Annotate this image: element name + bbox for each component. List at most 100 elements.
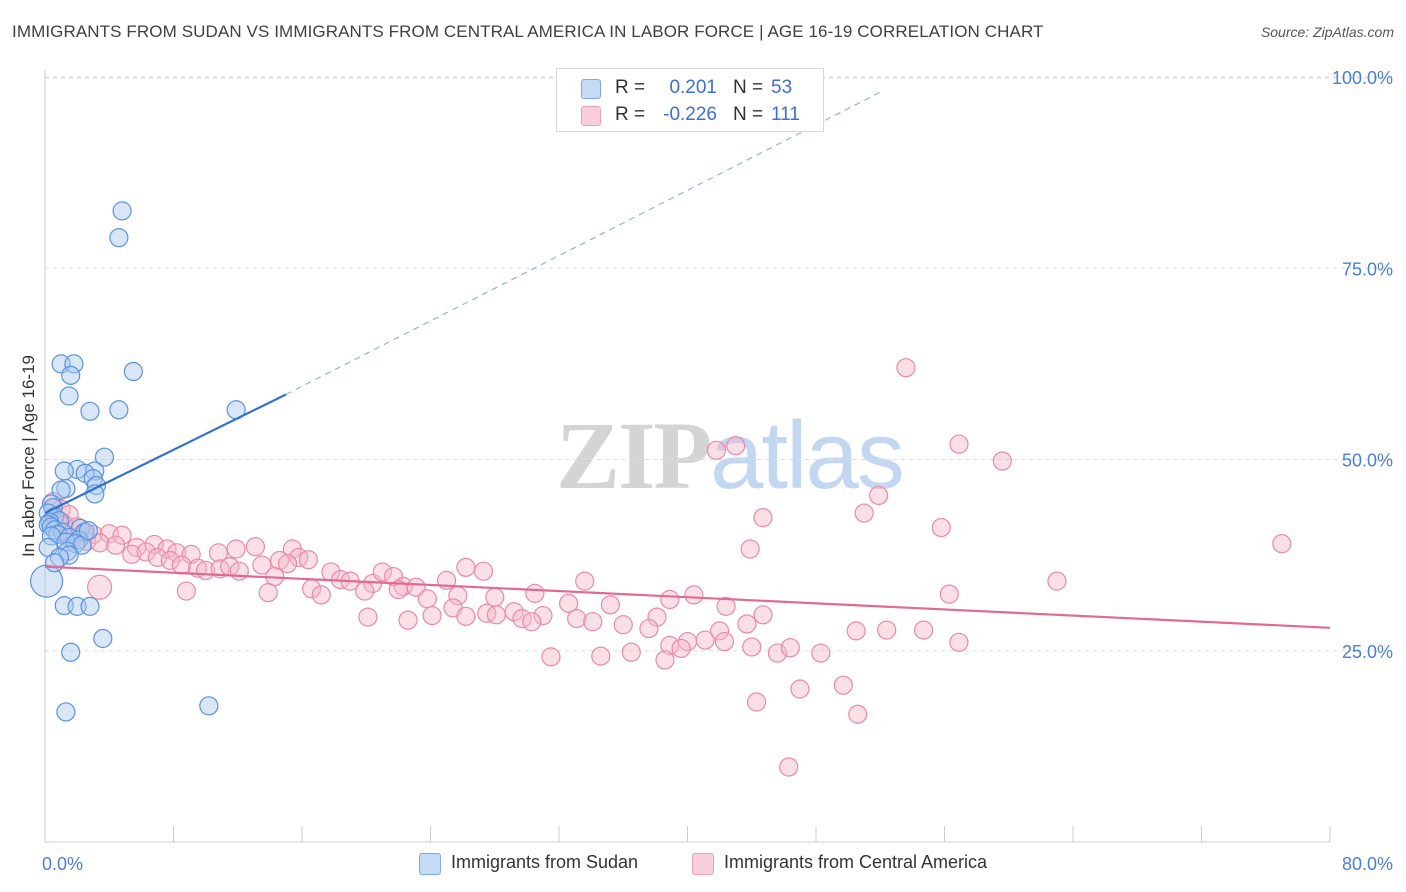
point-central-america	[600, 595, 621, 615]
point-central-america	[575, 571, 595, 591]
stats-r-value: 0.201	[669, 77, 717, 98]
stats-n-value: 53	[771, 77, 793, 98]
point-sudan	[30, 564, 64, 598]
point-central-america	[780, 638, 800, 658]
x-ticks	[44, 826, 1331, 842]
point-central-america	[398, 610, 418, 630]
point-central-america	[485, 587, 505, 607]
point-sudan	[123, 361, 143, 382]
point-central-america	[767, 643, 788, 663]
point-central-america	[706, 440, 727, 460]
point-central-america	[298, 550, 319, 570]
point-central-america	[877, 620, 897, 640]
point-central-america	[621, 642, 641, 662]
point-central-america	[473, 561, 494, 581]
point-central-america	[746, 692, 767, 712]
point-central-america	[671, 638, 691, 659]
point-central-america	[456, 557, 476, 577]
point-central-america	[779, 757, 799, 777]
x-tick-label-min: 0.0%	[42, 854, 83, 874]
point-central-america	[655, 650, 675, 670]
point-central-america	[541, 647, 561, 667]
point-sudan	[109, 228, 129, 248]
point-sudan	[80, 596, 100, 616]
point-central-america	[811, 643, 831, 663]
point-central-america	[112, 525, 132, 545]
y-tick-label: 50.0%	[1342, 451, 1393, 471]
point-central-america	[949, 434, 969, 454]
series-sudan	[30, 201, 246, 722]
point-sudan	[54, 461, 74, 481]
watermark: ZIPatlas	[556, 400, 905, 511]
stats-swatch-central-america	[581, 106, 601, 126]
point-central-america	[477, 603, 497, 623]
point-central-america	[167, 543, 187, 563]
point-central-america	[245, 537, 266, 557]
watermark-zip: ZIP	[556, 402, 712, 509]
point-central-america	[833, 675, 853, 695]
watermark-atlas: atlas	[710, 402, 905, 509]
stats-box: R = 0.201 N = 53 R = -0.226 N = 111	[556, 68, 824, 132]
point-central-america	[559, 593, 579, 613]
point-central-america	[355, 581, 375, 601]
stats-n-label: N =	[733, 77, 764, 98]
point-central-america	[176, 581, 196, 601]
point-sudan	[93, 628, 113, 649]
point-sudan	[61, 365, 81, 385]
point-sudan	[199, 696, 219, 716]
point-central-america	[486, 605, 506, 625]
point-central-america	[753, 508, 773, 528]
legend-label-central-america: Immigrants from Central America	[724, 852, 988, 872]
point-central-america	[914, 620, 934, 640]
point-central-america	[171, 555, 192, 575]
point-central-america	[252, 555, 272, 575]
point-central-america	[258, 583, 278, 603]
point-central-america	[1047, 571, 1067, 591]
point-central-america	[710, 621, 730, 641]
point-sudan	[64, 354, 84, 374]
point-central-america	[740, 539, 760, 559]
point-central-america	[660, 589, 680, 610]
point-sudan	[56, 702, 76, 722]
point-central-america	[639, 618, 659, 639]
point-central-america	[939, 584, 959, 604]
point-central-america	[106, 535, 126, 555]
chart-title: IMMIGRANTS FROM SUDAN VS IMMIGRANTS FROM…	[12, 22, 1044, 41]
point-central-america	[992, 451, 1012, 471]
point-central-america	[417, 589, 437, 609]
point-central-america	[869, 485, 889, 506]
point-sudan	[59, 386, 79, 406]
point-central-america	[388, 579, 408, 600]
point-sudan	[51, 480, 71, 500]
point-central-america	[277, 553, 298, 574]
point-central-america	[716, 596, 736, 616]
point-central-america	[695, 630, 715, 650]
point-central-america	[311, 585, 331, 605]
point-central-america	[846, 621, 866, 641]
point-central-america	[422, 605, 442, 626]
stats-r-label: R =	[615, 104, 646, 125]
point-central-america	[647, 607, 667, 627]
stats-r-value: -0.226	[663, 104, 717, 125]
x-tick-label-max: 80.0%	[1342, 854, 1393, 874]
axes	[44, 70, 1330, 843]
point-sudan	[65, 534, 86, 554]
trend-line-sudan-extension	[285, 91, 881, 396]
trend-line-central-america	[44, 565, 1331, 629]
point-sudan	[112, 201, 132, 221]
series-central-america	[43, 358, 1292, 777]
point-central-america	[949, 632, 969, 652]
trend-line-sudan	[44, 393, 287, 515]
point-central-america	[583, 612, 603, 632]
point-central-america	[714, 631, 735, 652]
point-central-america	[684, 585, 704, 605]
legend-label-sudan: Immigrants from Sudan	[451, 852, 639, 872]
point-central-america	[136, 542, 156, 562]
stats-n-label: N =	[733, 104, 764, 125]
point-central-america	[229, 561, 249, 581]
point-sudan	[45, 553, 65, 573]
point-sudan	[94, 447, 115, 467]
y-tick-labels: 25.0% 50.0% 75.0% 100.0%	[1332, 68, 1393, 662]
point-central-america	[742, 637, 762, 657]
point-central-america	[160, 550, 180, 571]
